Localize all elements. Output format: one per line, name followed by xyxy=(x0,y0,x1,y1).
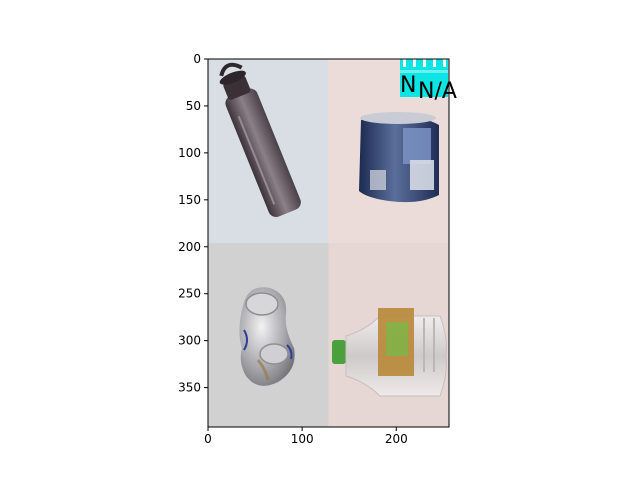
x-tick-label: 0 xyxy=(204,432,212,446)
crushed-can-photo xyxy=(239,287,295,386)
x-axis: 0 100 200 xyxy=(204,427,408,446)
y-tick-label: 100 xyxy=(178,146,201,160)
y-tick-label: 350 xyxy=(178,381,201,395)
y-tick-label: 300 xyxy=(178,334,201,348)
panel-artwork xyxy=(219,59,448,397)
annotation-label: N/A xyxy=(418,79,457,104)
x-tick-label: 200 xyxy=(385,432,408,446)
annotation-prefix: N xyxy=(400,73,416,98)
axes-frame xyxy=(207,58,450,428)
y-tick-label: 150 xyxy=(178,193,201,207)
y-tick-label: 250 xyxy=(178,287,201,301)
plastic-bottle-photo xyxy=(332,308,447,397)
annotation-box xyxy=(400,59,448,97)
y-axis: 0 50 100 150 200 250 300 350 xyxy=(178,52,208,395)
y-tick-label: 50 xyxy=(186,99,201,113)
x-tick-label: 100 xyxy=(291,432,314,446)
y-tick-label: 200 xyxy=(178,240,201,254)
y-tick-label: 0 xyxy=(193,52,201,66)
bottle-photo xyxy=(219,62,301,218)
can-photo xyxy=(359,112,439,203)
